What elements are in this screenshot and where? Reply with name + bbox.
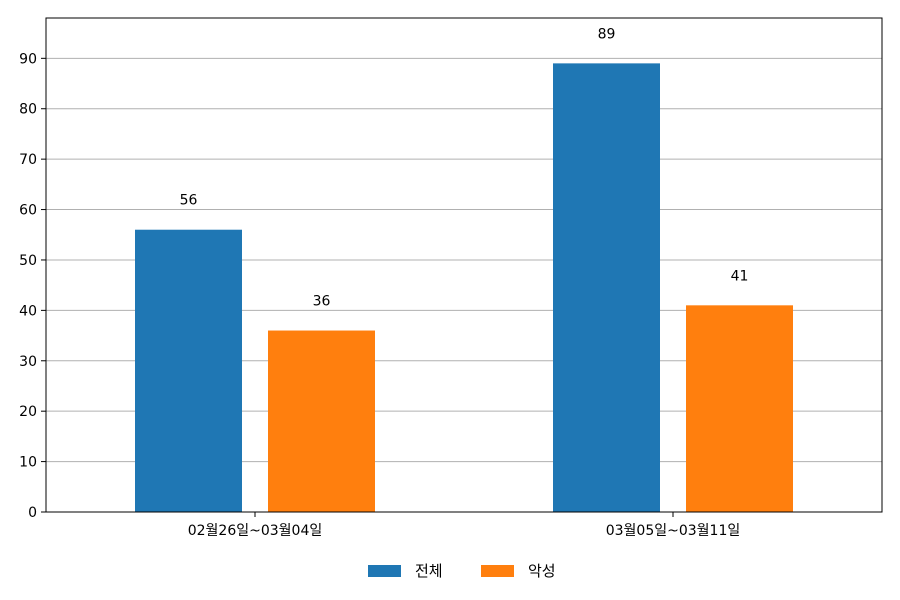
y-tick-label: 0	[28, 505, 37, 521]
plot-frame	[45, 17, 883, 513]
legend: 전체 악성	[368, 562, 556, 580]
y-tick-label: 30	[19, 354, 37, 370]
legend-label: 전체	[415, 562, 443, 580]
data-labels: 56 36 89 41	[180, 26, 749, 309]
data-label: 89	[598, 26, 616, 42]
bar	[268, 330, 375, 512]
bar	[553, 63, 660, 513]
legend-swatch	[481, 565, 514, 577]
y-tick-label: 20	[19, 404, 37, 420]
bar	[686, 305, 793, 512]
y-tick-label: 40	[19, 303, 37, 319]
legend-label: 악성	[528, 562, 556, 580]
bar	[135, 229, 242, 512]
y-tick-label: 10	[19, 455, 37, 471]
x-tick-label: 02월26일~03월04일	[188, 523, 323, 539]
y-axis-ticks: 0 10 20 30 40 50 60 70 80 90	[19, 51, 46, 521]
y-tick-label: 60	[19, 203, 37, 219]
y-tick-label: 70	[19, 152, 37, 168]
y-tick-label: 80	[19, 102, 37, 118]
bars	[135, 63, 793, 513]
x-axis-ticks: 02월26일~03월04일 03월05일~03월11일	[188, 512, 741, 539]
data-label: 41	[731, 268, 749, 284]
data-label: 36	[313, 294, 331, 310]
y-tick-label: 90	[19, 51, 37, 67]
data-label: 56	[180, 193, 198, 209]
x-tick-label: 03월05일~03월11일	[606, 523, 741, 539]
y-tick-label: 50	[19, 253, 37, 269]
legend-swatch	[368, 565, 401, 577]
